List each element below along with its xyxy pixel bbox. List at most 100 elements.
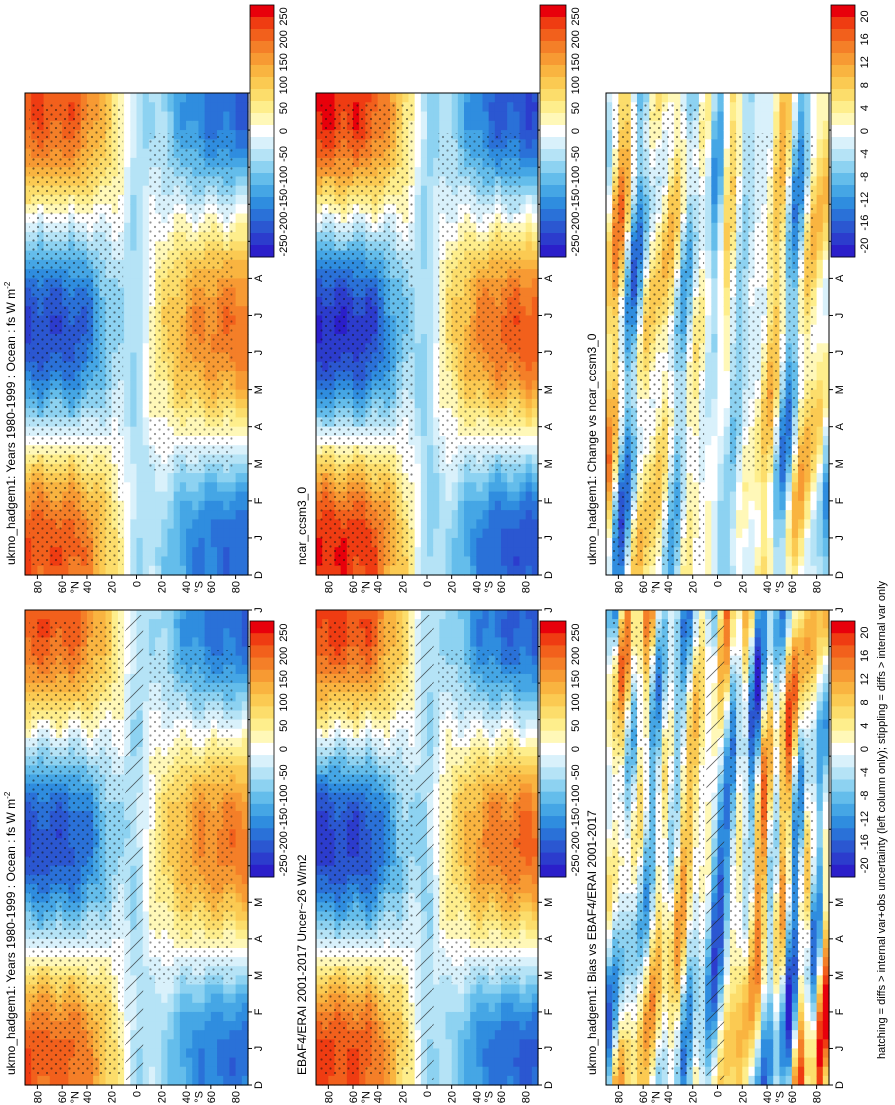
heatmap-cell: [136, 102, 144, 113]
heatmap-cell: [192, 93, 200, 103]
heatmap-cell: [241, 847, 249, 858]
heatmap-cell: [86, 610, 94, 620]
heatmap-cell: [210, 565, 218, 576]
month-tick-label: D: [253, 1081, 265, 1089]
heatmap-cell: [142, 296, 150, 307]
heatmap-cell: [80, 565, 88, 576]
heatmap-cell: [316, 610, 323, 620]
heatmap-cell: [25, 167, 32, 178]
heatmap-cell: [179, 102, 187, 113]
heatmap-cell: [62, 565, 69, 576]
heatmap-cell: [316, 792, 323, 803]
heatmap-cell: [49, 565, 57, 576]
heatmap-cell: [31, 610, 38, 620]
heatmap-cell: [167, 637, 175, 648]
heatmap-cell: [235, 893, 243, 903]
lat-tick-label: 80: [231, 581, 243, 593]
heatmap-cell: [210, 1039, 218, 1050]
colorbar-swatch: [250, 816, 274, 829]
lat-tick-label: 80: [32, 1091, 44, 1103]
heatmap-cell: [210, 1011, 218, 1022]
heatmap-cell: [229, 222, 237, 233]
colorbar-swatch: [250, 694, 274, 707]
heatmap-cell: [235, 838, 243, 849]
heatmap-cell: [217, 1066, 224, 1077]
heatmap-cell: [124, 547, 131, 558]
heatmap-cell: [186, 120, 193, 131]
heatmap-cell: [229, 500, 237, 511]
heatmap-cell: [130, 343, 138, 354]
heatmap-cell: [130, 500, 138, 511]
heatmap-cell: [241, 324, 249, 335]
heatmap-cell: [433, 719, 440, 730]
heatmap-cell: [316, 829, 323, 839]
heatmap-cell: [229, 673, 237, 684]
heatmap-cell: [229, 269, 237, 279]
heatmap-cell: [192, 537, 200, 548]
heatmap-cell: [124, 537, 131, 548]
heatmap-cell: [198, 482, 206, 493]
heatmap-cell: [316, 847, 323, 858]
heatmap-cell: [241, 765, 249, 776]
heatmap-cell: [136, 259, 144, 270]
heatmap-cell: [186, 528, 193, 539]
heatmap-cell: [161, 500, 169, 511]
heatmap-cell: [235, 728, 243, 739]
heatmap-cell: [192, 1075, 200, 1086]
heatmap-cell: [241, 856, 249, 867]
heatmap-cell: [25, 902, 32, 913]
colorbar-swatch: [250, 125, 274, 138]
heatmap-cell: [43, 610, 51, 620]
heatmap-cell: [229, 324, 237, 335]
heatmap-cell: [241, 646, 249, 657]
heatmap-cell: [155, 556, 162, 567]
heatmap-cell: [25, 537, 32, 548]
heatmap-cell: [161, 628, 169, 638]
heatmap-cell: [186, 628, 193, 638]
heatmap-cell: [130, 102, 138, 113]
heatmap-cell: [186, 1002, 193, 1013]
heatmap-cell: [167, 556, 175, 567]
heatmap-cell: [217, 1057, 224, 1068]
heatmap-cell: [186, 619, 193, 629]
heatmap-cell: [241, 371, 249, 381]
heatmap-cell: [155, 519, 162, 530]
heatmap-cell: [235, 610, 243, 620]
heatmap-cell: [229, 185, 237, 196]
heatmap-cell: [229, 510, 237, 520]
heatmap-cell: [136, 120, 144, 131]
heatmap-cell: [186, 491, 193, 502]
colorbar-swatch: [250, 779, 274, 793]
heatmap-cell: [142, 417, 150, 428]
heatmap-cell: [130, 176, 138, 187]
heatmap-cell: [173, 519, 181, 530]
heatmap-cell: [229, 911, 237, 922]
heatmap-cell: [130, 241, 138, 252]
heatmap-cell: [229, 701, 237, 712]
heatmap-cell: [408, 610, 416, 620]
heatmap-cell: [316, 966, 323, 976]
heatmap-cell: [155, 1057, 162, 1068]
colorbar-swatch: [250, 742, 274, 756]
heatmap-cell: [93, 93, 100, 103]
heatmap-cell: [192, 120, 200, 131]
heatmap-cell: [167, 1057, 175, 1068]
heatmap-cell: [229, 619, 237, 629]
heatmap-cell: [235, 719, 243, 730]
heatmap-cell: [204, 500, 212, 511]
heatmap-cell: [142, 454, 150, 465]
heatmap-cell: [198, 993, 206, 1004]
heatmap-cell: [235, 628, 243, 638]
colorbar-swatch: [250, 5, 274, 18]
heatmap-cell: [25, 408, 32, 419]
heatmap-cell: [229, 157, 237, 168]
heatmap-cell: [142, 938, 150, 949]
heatmap-cell: [235, 765, 243, 776]
heatmap-cell: [167, 473, 175, 483]
heatmap-cell: [322, 1075, 329, 1086]
heatmap-cell: [316, 737, 323, 748]
heatmap-cell: [25, 710, 32, 721]
heatmap-cell: [192, 637, 200, 648]
heatmap-cell: [142, 1021, 150, 1031]
heatmap-cell: [142, 547, 150, 558]
